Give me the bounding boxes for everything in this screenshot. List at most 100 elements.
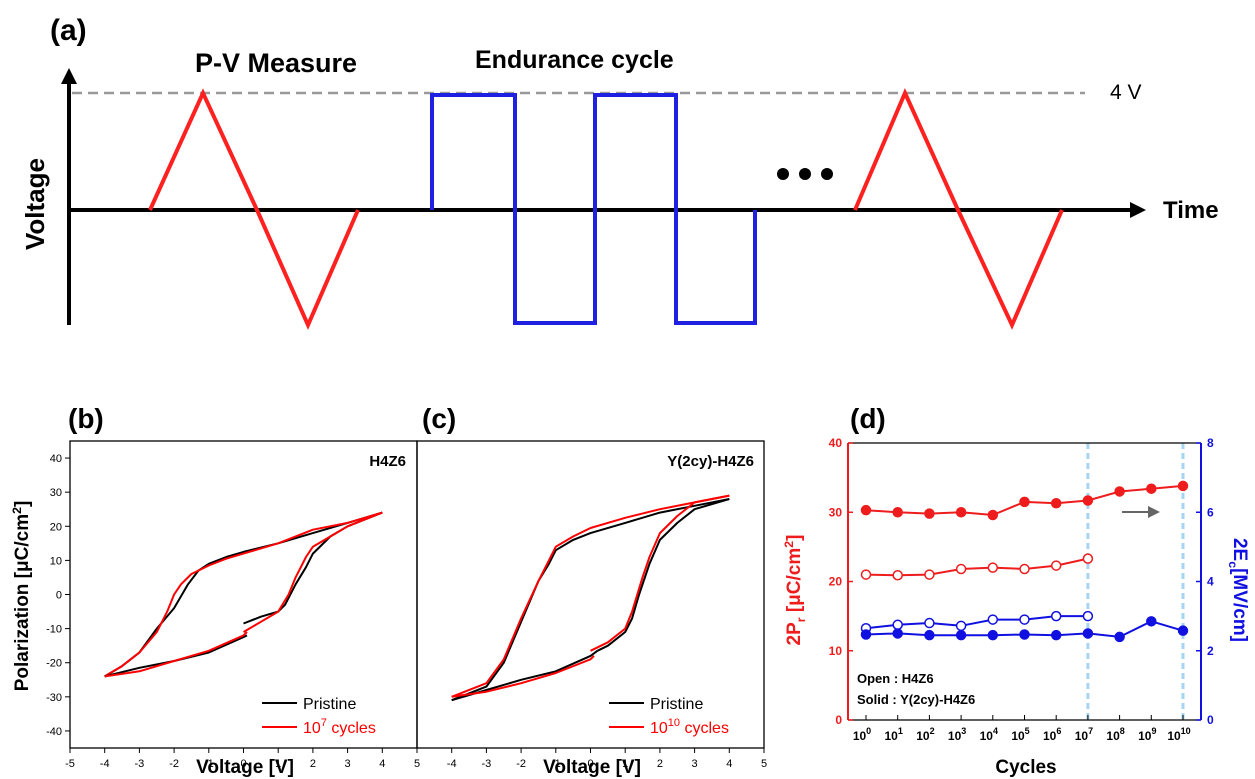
data-point-d [924, 508, 935, 519]
legend-label-c: 1010 cycles [650, 717, 729, 737]
legend-c: Pristine 1010 cycles [609, 696, 729, 737]
x-tick-label-c: 4 [726, 758, 732, 770]
data-point-d [1019, 629, 1030, 640]
panel-a-label: (a) [50, 14, 87, 47]
data-point-d [955, 620, 967, 632]
data-point-d [1146, 483, 1157, 494]
panel-c: (c) -4 -3 -2 -1 0 1 2 3 4 5 Y(2cy)-H4Z6 Voltage [… [416, 403, 767, 778]
x-tick-label-d: 102 [916, 726, 934, 743]
ellipsis-dot [821, 168, 833, 180]
y-tick-label-b: 30 [50, 487, 62, 499]
data-point-d [1019, 563, 1030, 575]
series-line-d [865, 557, 1089, 577]
data-point-d [1082, 628, 1094, 639]
x-tick-label-c: -4 [447, 758, 457, 770]
x-tick-label-b: 3 [345, 758, 351, 770]
data-point-d [924, 629, 935, 641]
plot-frame-b [69, 440, 418, 749]
x-axis-label-d: Cycles [995, 757, 1056, 778]
series-line-b [104, 631, 248, 678]
series-line-c [451, 494, 730, 698]
series-line-b [104, 511, 383, 678]
data-point-d [892, 507, 903, 518]
x-tick-label-b: -5 [65, 758, 75, 770]
data-point-d [860, 504, 872, 516]
x-tick-label-d: 105 [1011, 726, 1029, 743]
legend-b: Pristine 107 cycles [262, 696, 376, 737]
hysteresis-curves-b [104, 511, 383, 678]
data-point-d [955, 629, 967, 641]
legend-solid-d: Solid : Y(2cy)-H4Z6 [857, 692, 975, 707]
x-tick-label-c: -1 [551, 758, 561, 770]
data-point-d [860, 629, 872, 640]
y-right-tick-label-d: 4 [1207, 575, 1214, 589]
y-left-tick-label-d: 0 [835, 713, 842, 727]
data-point-d [892, 619, 903, 631]
endurance-square-wave [430, 93, 757, 325]
series-line-d [865, 615, 1088, 630]
x-tick-label-b: -3 [135, 758, 145, 770]
x-tick-label-c: 0 [587, 758, 593, 770]
series-line-c [451, 655, 595, 698]
y-left-tick-label-d: 10 [829, 644, 843, 658]
y-left-tick-label-d: 20 [829, 575, 843, 589]
data-point-d [987, 509, 999, 521]
y-tick-label-b: -10 [46, 624, 62, 636]
x-tick-label-b: -1 [204, 758, 214, 770]
data-point-d [1050, 560, 1062, 571]
x-tick-label-c: -3 [482, 758, 492, 770]
y-tick-label-b: -20 [46, 658, 62, 670]
x-tick-label-d: 104 [980, 726, 998, 743]
y-left-axis-label-d: 2Pr [μC/cm2] [782, 535, 808, 646]
y-right-tick-label-d: 0 [1207, 713, 1214, 727]
time-axis-arrow [1130, 202, 1146, 218]
y-tick-label-b: -30 [46, 692, 62, 704]
data-point-d [1050, 497, 1062, 509]
data-point-d [955, 507, 967, 518]
hysteresis-curves-c [451, 494, 730, 702]
y-axis-label-b: Polarization [μC/cm2] [10, 501, 33, 692]
series-line-c [596, 498, 730, 652]
x-tick-label-d: 108 [1106, 726, 1124, 743]
legend-label-b: Pristine [303, 696, 356, 713]
x-tick-label-d: 107 [1075, 726, 1093, 743]
legend-open-d: Open : H4Z6 [857, 671, 934, 686]
x-tick-label-b: 2 [310, 758, 316, 770]
data-point-d [860, 569, 872, 580]
axis-ticks-c: -4 -3 -2 -1 0 1 2 3 4 5 [447, 748, 767, 770]
y-left-tick-label-d: 40 [829, 436, 843, 450]
data-point-d [892, 570, 903, 581]
y-right-tick-label-d: 8 [1207, 436, 1214, 450]
x-tick-label-c: 2 [657, 758, 663, 770]
data-point-d [987, 614, 999, 625]
legend-label-b: 107 cycles [303, 717, 376, 737]
data-point-d [1114, 631, 1125, 643]
y-tick-label-b: 20 [50, 521, 62, 533]
time-axis-label: Time [1163, 197, 1219, 224]
data-point-d [987, 629, 999, 641]
series-line-b [104, 511, 383, 678]
x-tick-label-d: 1010 [1167, 726, 1190, 743]
panel-b-label: (b) [68, 403, 104, 434]
x-tick-label-d: 103 [948, 726, 966, 743]
x-tick-label-d: 100 [853, 726, 871, 743]
data-point-d [1177, 625, 1189, 636]
data-point-d [1082, 610, 1094, 622]
panel-c-label: (c) [422, 403, 456, 434]
x-tick-label-d: 101 [885, 726, 903, 743]
data-point-d [955, 563, 967, 575]
series-line-b [104, 634, 248, 678]
annotation-b: H4Z6 [369, 453, 406, 470]
series-line-b [242, 511, 383, 633]
x-tick-label-b: 4 [379, 758, 385, 770]
y-right-tick-label-d: 2 [1207, 644, 1214, 658]
panel-d: (d) 0 10 20 30 40 0 2 4 6 8 100 101 102 103 104 105 106 1… [782, 403, 1250, 778]
panel-b: (b) -5 -4 -3 -2 -1 0 1 2 3 4 5-40-30-20-1001020304… [10, 403, 420, 778]
legend-label-c: Pristine [650, 696, 703, 713]
panel-d-label: (d) [850, 403, 886, 434]
series-line-c [451, 498, 730, 702]
data-point-d [987, 562, 999, 573]
y-tick-label-b: -40 [46, 726, 62, 738]
level-label: 4 V [1110, 81, 1142, 104]
data-point-d [892, 628, 903, 639]
